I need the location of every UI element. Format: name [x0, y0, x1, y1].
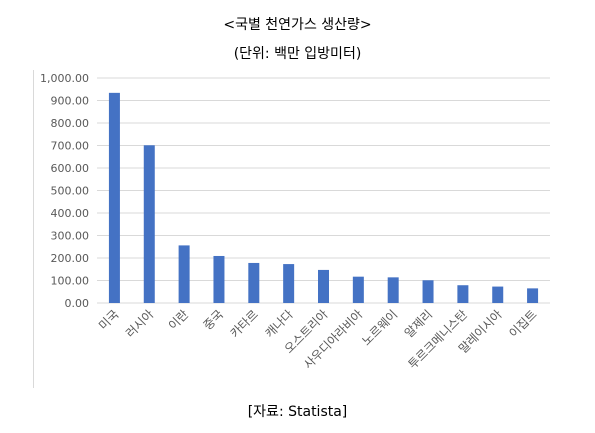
y-tick-label: 0.00 [65, 297, 90, 310]
x-category-label: 캐나다 [262, 307, 295, 340]
bar [422, 280, 434, 303]
x-category-label: 이란 [166, 307, 192, 333]
x-category-label: 중국 [201, 307, 227, 333]
bar [143, 145, 155, 303]
x-category-label: 러시아 [123, 307, 156, 340]
chart-subtitle: (단위: 백만 입방미터) [233, 46, 362, 62]
y-tick-label: 500.00 [51, 185, 90, 198]
x-category-label: 알제리 [402, 307, 435, 340]
y-tick-label: 700.00 [51, 140, 90, 153]
bar [178, 245, 190, 303]
y-tick-label: 900.00 [51, 95, 90, 108]
chart-title: <국별 천연가스 생산량> [223, 17, 372, 33]
bar [457, 285, 469, 303]
y-tick-label: 100.00 [51, 275, 90, 288]
bar [492, 286, 504, 303]
x-category-label: 노르웨이 [359, 307, 400, 348]
bar [248, 262, 260, 303]
bar [387, 277, 399, 303]
x-category-label: 미국 [96, 307, 122, 333]
x-category-label: 이집트 [506, 307, 539, 340]
y-tick-label: 600.00 [51, 162, 90, 175]
bar [283, 264, 295, 303]
frame-left-border [33, 70, 34, 388]
bar [352, 276, 364, 303]
x-category-label: 카타르 [228, 307, 261, 340]
y-tick-label: 400.00 [51, 207, 90, 220]
source-note: [자료: Statista] [247, 404, 348, 420]
bar [527, 288, 539, 303]
y-tick-label: 200.00 [51, 252, 90, 265]
y-tick-label: 1,000.00 [40, 72, 89, 85]
bar [318, 269, 329, 303]
bar [108, 92, 120, 303]
y-tick-label: 300.00 [51, 230, 90, 243]
bar [213, 255, 225, 303]
y-tick-label: 800.00 [51, 117, 90, 130]
